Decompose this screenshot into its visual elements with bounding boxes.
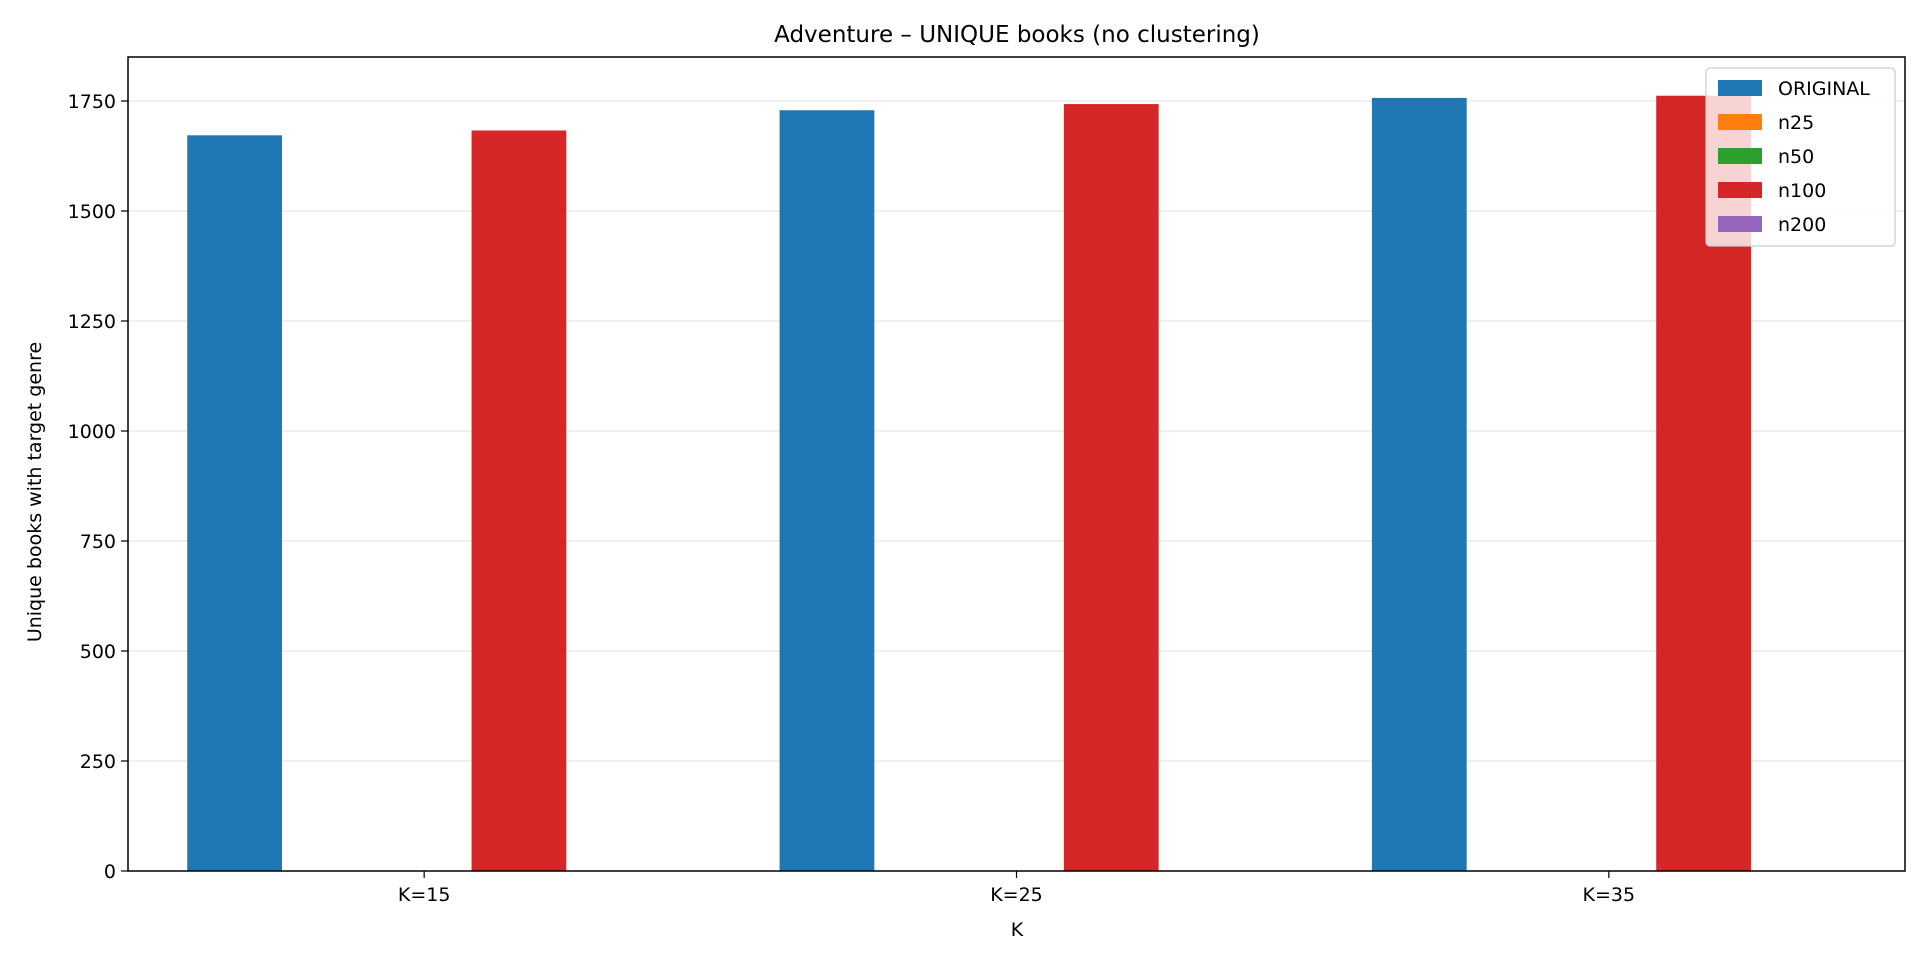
legend-label-n200: n200 bbox=[1778, 214, 1826, 236]
legend-swatch-n50 bbox=[1718, 148, 1762, 164]
y-tick-label: 1500 bbox=[68, 201, 116, 223]
bar-n100-K=25 bbox=[1063, 104, 1159, 871]
bar-ORIGINAL-K=35 bbox=[1371, 97, 1467, 872]
legend-swatch-ORIGINAL bbox=[1718, 80, 1762, 96]
y-axis-ticks: 0 250 500 750 1000 1250 1500 1750 bbox=[68, 91, 128, 883]
legend-label-n25: n25 bbox=[1778, 112, 1814, 134]
legend: ORIGINAL n25 n50 n100 n200 bbox=[1705, 67, 1896, 247]
y-tick-label: 0 bbox=[104, 861, 116, 883]
grid-lines bbox=[128, 100, 1905, 762]
legend-label-n100: n100 bbox=[1778, 180, 1826, 202]
bar-n100-K=15 bbox=[471, 130, 567, 872]
legend-box bbox=[1705, 67, 1896, 247]
axes bbox=[127, 56, 1906, 872]
legend-swatch-n200 bbox=[1718, 216, 1762, 232]
y-tick-label: 1750 bbox=[68, 91, 116, 113]
chart-title: Adventure – UNIQUE books (no clustering) bbox=[774, 22, 1260, 48]
plot-frame bbox=[127, 56, 1906, 872]
x-tick-label: K=35 bbox=[1583, 884, 1636, 906]
bar-ORIGINAL-K=25 bbox=[779, 110, 875, 872]
x-tick-label: K=15 bbox=[398, 884, 451, 906]
legend-label-n50: n50 bbox=[1778, 146, 1814, 168]
y-tick-label: 500 bbox=[80, 641, 116, 663]
y-tick-label: 1000 bbox=[68, 421, 116, 443]
x-axis-ticks: K=15 K=25 K=35 bbox=[398, 871, 1635, 906]
legend-swatch-n25 bbox=[1718, 114, 1762, 130]
legend-swatch-n100 bbox=[1718, 182, 1762, 198]
bar-ORIGINAL-K=15 bbox=[187, 135, 283, 871]
y-tick-label: 250 bbox=[80, 751, 116, 773]
x-tick-label: K=25 bbox=[990, 884, 1043, 906]
bars bbox=[187, 95, 1751, 872]
y-tick-label: 750 bbox=[80, 531, 116, 553]
x-axis-label: K bbox=[1011, 919, 1024, 941]
y-axis-label: Unique books with target genre bbox=[24, 342, 46, 642]
legend-label-ORIGINAL: ORIGINAL bbox=[1778, 78, 1870, 100]
y-tick-label: 1250 bbox=[68, 311, 116, 333]
